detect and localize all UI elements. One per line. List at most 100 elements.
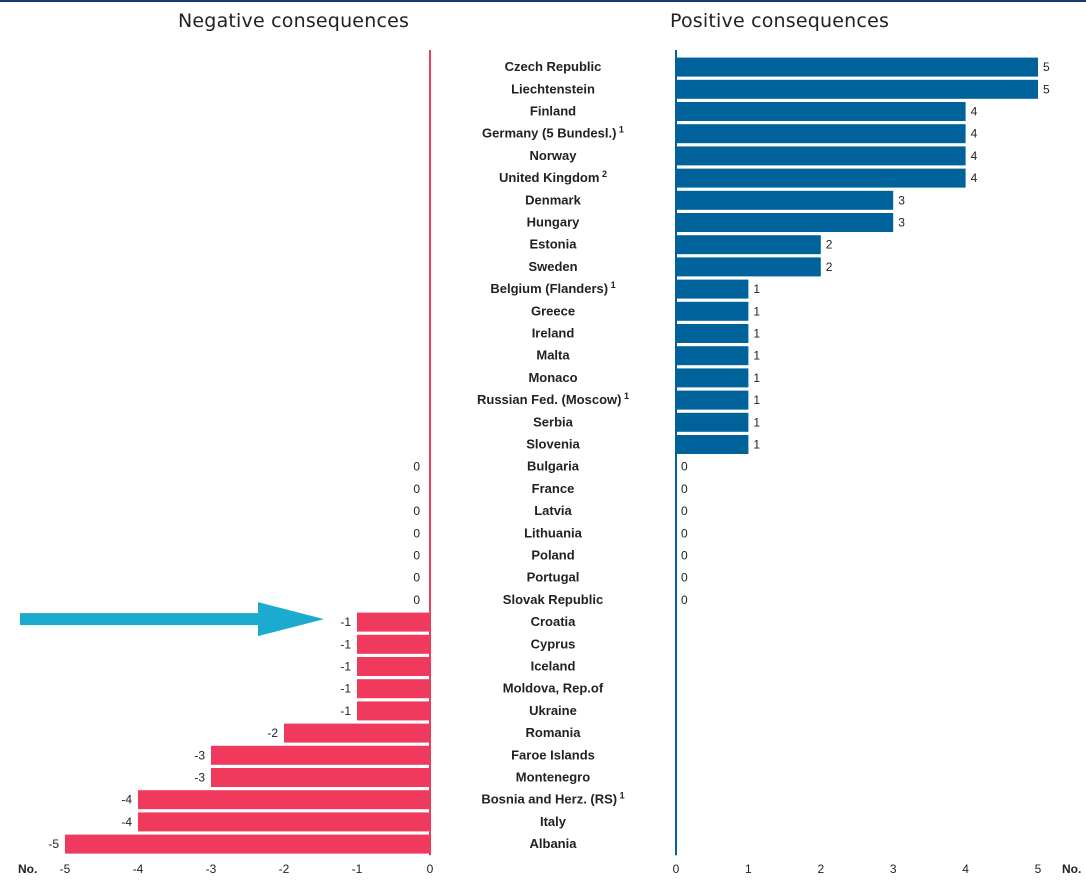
country-label: Belgium (Flanders) 1 xyxy=(490,280,615,296)
negative-bar xyxy=(138,790,430,810)
negative-bar xyxy=(357,612,430,632)
positive-value-label: 2 xyxy=(826,238,833,252)
positive-value-label: 0 xyxy=(681,504,688,518)
positive-value-label: 4 xyxy=(971,149,978,163)
positive-bar xyxy=(676,235,821,255)
country-label: Sweden xyxy=(528,259,577,274)
negative-tick-label: -3 xyxy=(206,862,217,876)
positive-tick-label: 5 xyxy=(1035,862,1042,876)
country-label: Malta xyxy=(536,348,570,363)
country-label: Italy xyxy=(540,814,567,829)
country-label: Latvia xyxy=(534,503,572,518)
country-label: Denmark xyxy=(525,192,581,207)
negative-value-label: -2 xyxy=(267,726,278,740)
footnote-marker: 2 xyxy=(599,169,607,179)
country-label: Albania xyxy=(530,836,578,851)
negative-bar xyxy=(357,657,430,676)
positive-bar xyxy=(676,213,894,232)
negative-bar xyxy=(357,701,430,721)
country-label: Ireland xyxy=(532,326,575,341)
positive-bar xyxy=(676,57,1038,77)
positive-bar xyxy=(676,324,749,343)
positive-value-label: 0 xyxy=(681,482,688,496)
country-label: Lithuania xyxy=(524,525,583,540)
country-label: Croatia xyxy=(531,614,577,629)
negative-bar xyxy=(138,812,430,832)
positive-value-label: 0 xyxy=(681,593,688,607)
positive-bar xyxy=(676,435,749,454)
negative-bar xyxy=(357,679,430,699)
country-label: Slovenia xyxy=(526,437,580,452)
country-label: Bosnia and Herz. (RS) 1 xyxy=(481,791,624,807)
positive-value-label: 1 xyxy=(753,282,760,296)
negative-tick-label: 0 xyxy=(427,862,434,876)
negative-value-label: 0 xyxy=(413,482,420,496)
negative-value-label: 0 xyxy=(413,526,420,540)
negative-value-label: 0 xyxy=(413,549,420,563)
negative-value-label: -1 xyxy=(340,704,351,718)
top-rule xyxy=(0,0,1086,2)
positive-value-label: 4 xyxy=(971,127,978,141)
country-label: Ukraine xyxy=(529,703,577,718)
positive-value-label: 1 xyxy=(753,304,760,318)
positive-bar xyxy=(676,124,966,144)
country-label: Germany (5 Bundesl.) 1 xyxy=(482,125,624,141)
country-label: Estonia xyxy=(530,237,578,252)
negative-value-label: -3 xyxy=(194,748,205,762)
positive-tick-label: 0 xyxy=(673,862,680,876)
negative-value-label: -4 xyxy=(121,815,132,829)
negative-value-label: -1 xyxy=(340,615,351,629)
negative-tick-label: -5 xyxy=(60,862,71,876)
country-label: Hungary xyxy=(527,215,581,230)
positive-value-label: 3 xyxy=(898,193,905,207)
footnote-marker: 1 xyxy=(616,125,624,135)
negative-bar xyxy=(211,768,430,787)
positive-bar xyxy=(676,346,749,366)
highlight-arrow-head xyxy=(258,602,324,637)
positive-value-label: 5 xyxy=(1043,60,1050,74)
positive-bar xyxy=(676,102,966,121)
positive-value-label: 0 xyxy=(681,549,688,563)
positive-bar xyxy=(676,190,894,210)
negative-value-label: -1 xyxy=(340,637,351,651)
negative-value-label: -1 xyxy=(340,682,351,696)
country-label: Portugal xyxy=(527,570,580,585)
negative-bar xyxy=(284,723,430,743)
positive-bar xyxy=(676,79,1038,99)
negative-value-label: -5 xyxy=(48,837,59,851)
country-label: Poland xyxy=(531,548,574,563)
positive-bar xyxy=(676,301,749,321)
positive-bar xyxy=(676,412,749,432)
positive-value-label: 2 xyxy=(826,260,833,274)
country-label: Cyprus xyxy=(531,636,576,651)
country-label: United Kingdom 2 xyxy=(499,169,607,185)
positive-value-label: 0 xyxy=(681,571,688,585)
country-label: Liechtenstein xyxy=(511,81,595,96)
negative-axis-unit: No. xyxy=(18,862,37,876)
positive-value-label: 0 xyxy=(681,526,688,540)
country-label: Finland xyxy=(530,104,576,119)
positive-value-label: 1 xyxy=(753,327,760,341)
positive-value-label: 5 xyxy=(1043,82,1050,96)
positive-axis-unit: No. xyxy=(1062,862,1081,876)
positive-bar xyxy=(676,146,966,166)
positive-value-label: 1 xyxy=(753,371,760,385)
negative-value-label: 0 xyxy=(413,504,420,518)
negative-panel-title: Negative consequences xyxy=(178,10,410,32)
footnote-marker: 1 xyxy=(617,791,625,801)
positive-value-label: 1 xyxy=(753,393,760,407)
positive-bar xyxy=(676,368,749,388)
country-label: Moldova, Rep.of xyxy=(503,681,604,696)
positive-bar xyxy=(676,390,749,410)
country-label: Faroe Islands xyxy=(511,747,595,762)
negative-value-label: -1 xyxy=(340,660,351,674)
negative-tick-label: -1 xyxy=(352,862,363,876)
positive-value-label: 4 xyxy=(971,171,978,185)
positive-tick-label: 3 xyxy=(890,862,897,876)
positive-value-label: 4 xyxy=(971,105,978,119)
negative-bar xyxy=(357,634,430,654)
positive-value-label: 1 xyxy=(753,415,760,429)
negative-value-label: -3 xyxy=(194,771,205,785)
country-label: Iceland xyxy=(531,659,576,674)
